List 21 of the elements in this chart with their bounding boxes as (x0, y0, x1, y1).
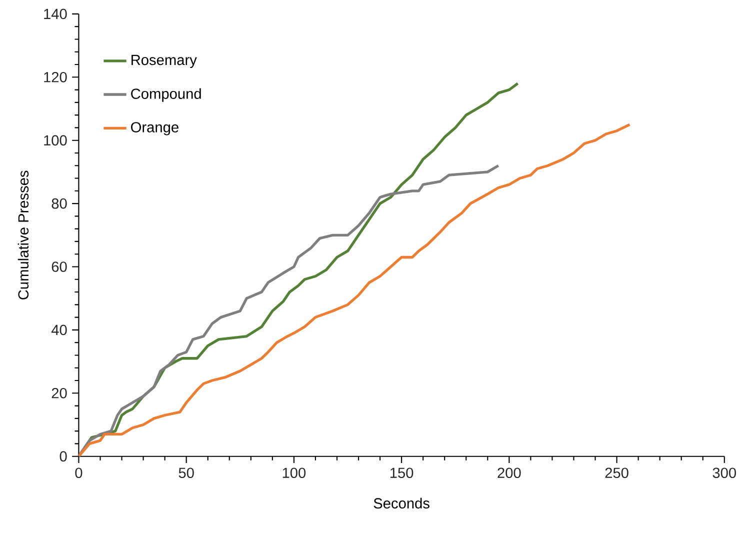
x-tick-label: 0 (75, 468, 82, 478)
y-tick-label: 100 (44, 135, 67, 146)
y-tick-label: 60 (52, 262, 67, 272)
x-tick-label: 100 (282, 468, 306, 478)
line-series (78, 164, 500, 456)
y-tick-label: 140 (44, 8, 67, 20)
y-tick-label: 80 (52, 198, 67, 209)
legend-label: Orange (131, 122, 178, 136)
x-tick-label: 50 (178, 468, 194, 478)
legend-label: Compound (131, 88, 201, 102)
y-tick-label: 20 (52, 388, 67, 398)
x-tick-label: 150 (390, 468, 414, 478)
x-tick-label: 300 (712, 468, 736, 478)
y-tick-label: 0 (60, 451, 67, 462)
y-tick-label: 120 (44, 72, 67, 82)
x-axis-title: Seconds (374, 498, 430, 508)
y-tick-label: 40 (51, 324, 67, 336)
x-tick-label: 250 (605, 468, 628, 478)
legend-label: Rosemary (132, 54, 197, 68)
x-tick-label: 200 (498, 468, 521, 478)
y-axis-title: Cumulative Presses (18, 170, 29, 300)
